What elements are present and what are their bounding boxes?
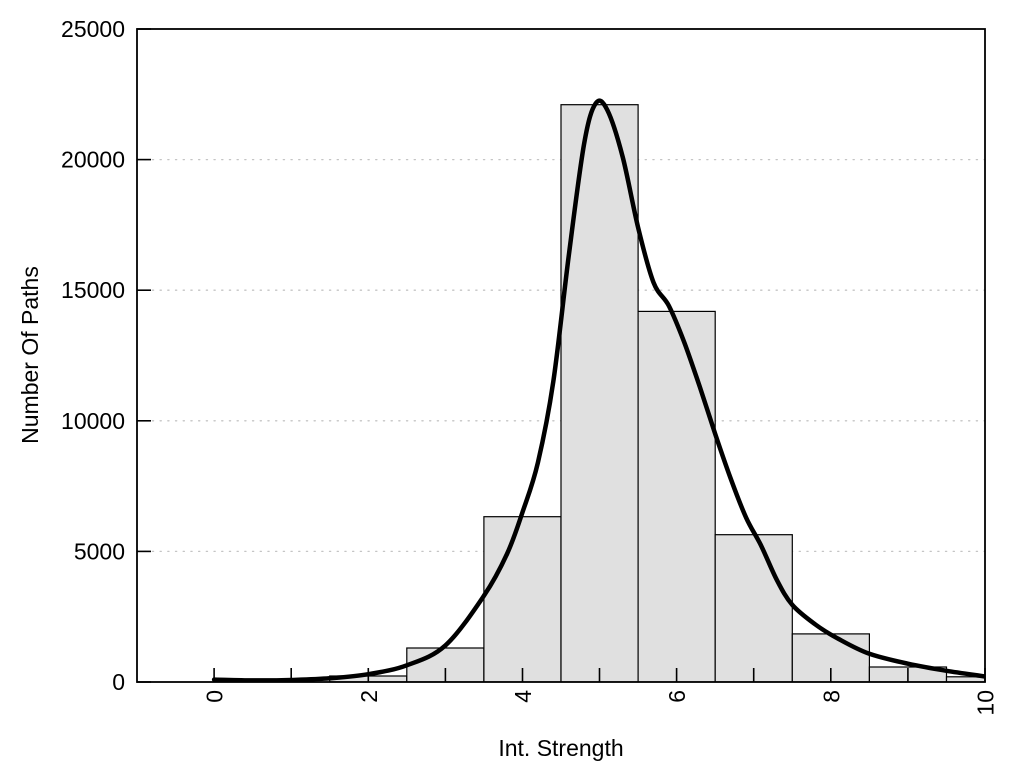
plot-border [136,28,986,683]
histogram-bar [560,104,639,682]
x-tick-label: 0 [202,690,228,703]
y-tick-label: 20000 [61,147,125,173]
y-tick-label: 25000 [61,16,125,42]
y-tick-label: 0 [112,669,125,695]
histogram-bar [637,310,716,682]
density-curve [211,98,985,682]
histogram-bar [945,676,985,682]
y-tick-label: 15000 [61,277,125,303]
y-axis-title: Number Of Paths [17,266,43,444]
x-tick-label: 6 [664,690,690,703]
x-tick-label: 4 [510,690,536,703]
y-tick-label: 10000 [61,408,125,434]
y-tick-label: 5000 [74,538,125,564]
histogram-bar [483,516,562,682]
histogram-bars [329,104,985,682]
density-curve-group [211,98,985,682]
histogram-bar [714,534,793,682]
x-axis-title: Int. Strength [498,735,623,761]
x-tick-label: 2 [356,690,382,703]
x-tick-label: 8 [818,690,844,703]
x-tick-label: 10 [973,690,999,716]
